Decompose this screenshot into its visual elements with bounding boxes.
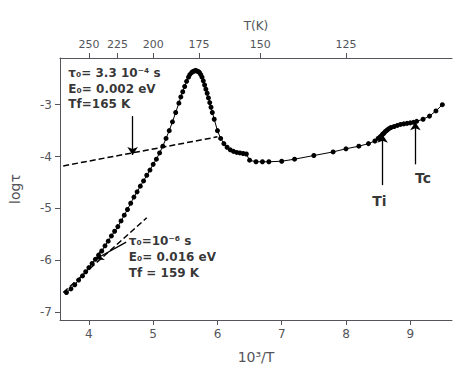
- svg-text:5: 5: [149, 327, 157, 341]
- svg-text:150: 150: [250, 38, 271, 51]
- svg-text:logτ: logτ: [7, 174, 23, 204]
- svg-text:4: 4: [85, 327, 93, 341]
- svg-text:τ₀=10⁻⁶ s: τ₀=10⁻⁶ s: [129, 234, 192, 248]
- svg-text:Tf=165 K: Tf=165 K: [68, 97, 131, 111]
- svg-text:-5: -5: [40, 201, 52, 215]
- svg-text:250: 250: [78, 38, 99, 51]
- svg-text:Tc: Tc: [415, 170, 431, 186]
- svg-text:E₀= 0.002 eV: E₀= 0.002 eV: [68, 82, 156, 96]
- svg-text:Tf = 159 K: Tf = 159 K: [129, 266, 200, 280]
- svg-text:-3: -3: [40, 98, 52, 112]
- svg-text:200: 200: [143, 38, 164, 51]
- svg-text:9: 9: [406, 327, 414, 341]
- svg-text:10³/T: 10³/T: [238, 349, 275, 365]
- svg-text:175: 175: [189, 38, 210, 51]
- svg-text:τ₀= 3.3 10⁻⁴ s: τ₀= 3.3 10⁻⁴ s: [68, 66, 160, 80]
- svg-text:7: 7: [278, 327, 286, 341]
- svg-text:T(K): T(K): [243, 19, 269, 33]
- svg-text:-7: -7: [40, 305, 52, 319]
- svg-text:6: 6: [214, 327, 222, 341]
- svg-text:-4: -4: [40, 150, 52, 164]
- svg-text:8: 8: [342, 327, 350, 341]
- svg-text:-6: -6: [40, 253, 52, 267]
- svg-text:E₀= 0.016 eV: E₀= 0.016 eV: [129, 250, 217, 264]
- svg-text:Ti: Ti: [372, 193, 386, 209]
- svg-text:225: 225: [107, 38, 128, 51]
- svg-text:125: 125: [335, 38, 356, 51]
